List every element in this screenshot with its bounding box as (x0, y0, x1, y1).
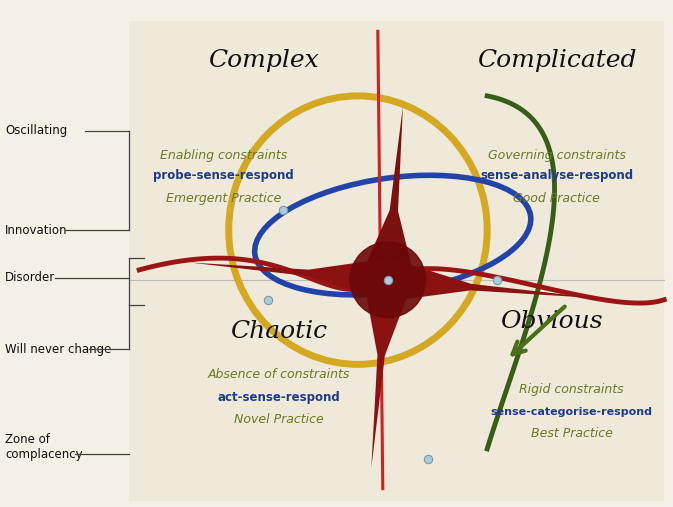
Text: Chaotic: Chaotic (230, 319, 327, 343)
Text: Best Practice: Best Practice (531, 427, 612, 441)
Text: Disorder: Disorder (5, 271, 55, 284)
Text: sense-categorise-respond: sense-categorise-respond (491, 407, 653, 417)
Text: Rigid constraints: Rigid constraints (520, 383, 624, 396)
Bar (129, 21, 664, 500)
Text: Governing constraints: Governing constraints (488, 149, 626, 162)
Polygon shape (386, 258, 596, 302)
Text: Enabling constraints: Enabling constraints (160, 149, 287, 162)
Text: sense-analyse-respond: sense-analyse-respond (481, 169, 633, 182)
Text: Obvious: Obvious (501, 310, 603, 333)
Text: Emergent Practice: Emergent Practice (166, 192, 281, 205)
Text: Novel Practice: Novel Practice (234, 413, 323, 425)
Text: Oscillating: Oscillating (5, 124, 67, 137)
Text: Complex: Complex (208, 49, 319, 72)
Text: Absence of constraints: Absence of constraints (207, 368, 349, 381)
Polygon shape (363, 278, 413, 468)
Text: Complicated: Complicated (477, 49, 637, 72)
Polygon shape (360, 106, 415, 282)
Text: Innovation: Innovation (5, 224, 67, 237)
Text: Good Practice: Good Practice (513, 192, 600, 205)
Polygon shape (190, 258, 390, 302)
Text: Zone of
complacency: Zone of complacency (5, 433, 83, 461)
Circle shape (350, 242, 425, 317)
Text: Will never change: Will never change (5, 343, 111, 356)
Text: act-sense-respond: act-sense-respond (217, 391, 340, 404)
Text: probe-sense-respond: probe-sense-respond (153, 169, 294, 182)
